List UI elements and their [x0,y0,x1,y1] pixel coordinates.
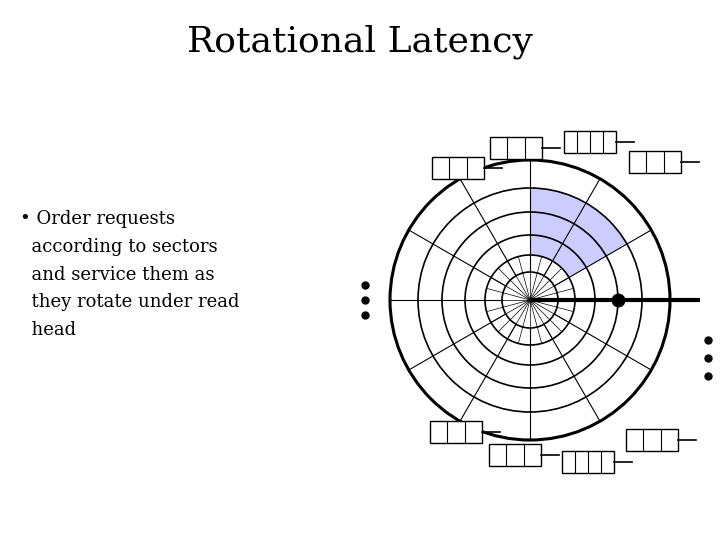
Wedge shape [530,212,606,267]
Wedge shape [530,235,586,278]
Wedge shape [530,188,627,256]
Bar [562,451,614,473]
Bar [432,157,484,179]
Text: • Order requests
  according to sectors
  and service them as
  they rotate unde: • Order requests according to sectors an… [20,210,240,339]
Text: Rotational Latency: Rotational Latency [187,25,533,59]
Bar [490,137,542,159]
Bar [564,131,616,153]
Bar [489,444,541,466]
Bar [430,421,482,443]
Bar [626,429,678,451]
Bar [629,151,681,173]
